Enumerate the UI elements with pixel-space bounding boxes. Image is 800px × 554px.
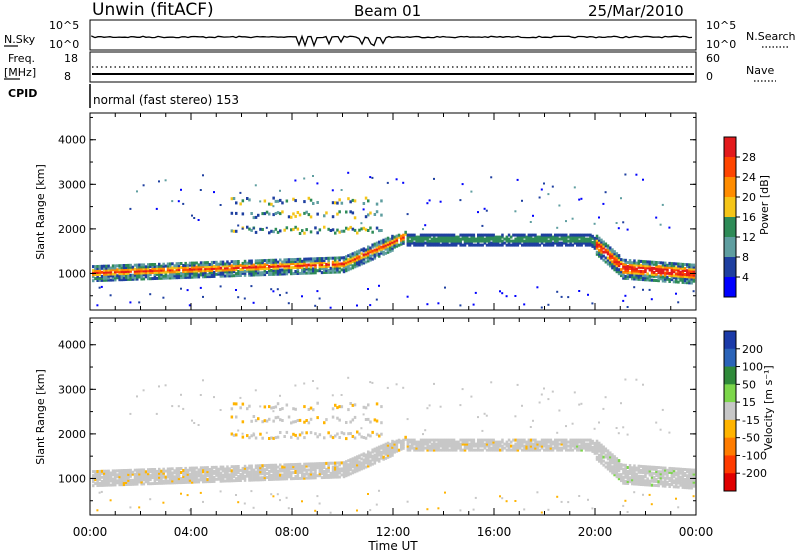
nsky-label: N.Sky bbox=[4, 33, 36, 46]
time-tick-label: 00:00 bbox=[679, 525, 714, 539]
colorbar-tick-label: 100 bbox=[742, 361, 763, 374]
colorbar-segment bbox=[724, 197, 736, 218]
power-ytick-label: 1000 bbox=[58, 267, 86, 280]
beam-title: Beam 01 bbox=[354, 2, 421, 20]
colorbar-frame bbox=[723, 330, 737, 492]
velocity-heatmap bbox=[92, 376, 696, 514]
colorbar-segment bbox=[724, 177, 736, 198]
power-colorbar-label: Power [dB] bbox=[758, 175, 771, 235]
colorbar-tick-label: 12 bbox=[742, 231, 756, 244]
colorbar-segment bbox=[724, 137, 736, 158]
colorbar-tick-label: 28 bbox=[742, 151, 756, 164]
velocity-y-axis: 1000 2000 3000 4000 bbox=[58, 321, 696, 502]
colorbar-segment bbox=[724, 331, 736, 350]
time-tick-label: 00:00 bbox=[73, 525, 108, 539]
colorbar-tick-label: 15 bbox=[742, 396, 756, 409]
nsearch-tick-top: 10^5 bbox=[706, 19, 736, 32]
power-ytick-label: 2000 bbox=[58, 223, 86, 236]
nsearch-tick-bottom: 10^0 bbox=[706, 38, 736, 51]
power-y-label: Slant Range [km] bbox=[34, 164, 47, 260]
colorbar-tick-label: -100 bbox=[742, 449, 767, 462]
colorbar-tick-label: 8 bbox=[742, 251, 749, 264]
colorbar-segment bbox=[724, 257, 736, 278]
cpid-value: normal (fast stereo) 153 bbox=[93, 93, 239, 107]
nave-label: Nave bbox=[746, 64, 774, 77]
colorbar-tick-label: 50 bbox=[742, 378, 756, 391]
power-y-axis: 1000 2000 3000 4000 bbox=[58, 116, 696, 297]
colorbar-segment bbox=[724, 455, 736, 474]
colorbar-segment bbox=[724, 277, 736, 298]
colorbar-tick-label: 20 bbox=[742, 191, 756, 204]
freq-tick-bottom: 8 bbox=[64, 70, 71, 83]
velocity-ytick-label: 4000 bbox=[58, 339, 86, 352]
colorbar-tick-label: -200 bbox=[742, 467, 767, 480]
power-panel-frame bbox=[89, 112, 697, 311]
colorbar-segment bbox=[724, 157, 736, 178]
power-colorbar: 28 24 20 16 12 8 4 bbox=[723, 136, 756, 298]
velocity-colorbar: 200 100 50 15 -15 -50 -100 -200 bbox=[723, 330, 767, 492]
colorbar-tick-label: 4 bbox=[742, 271, 749, 284]
nsky-trace bbox=[91, 34, 693, 48]
nave-tick-top: 60 bbox=[706, 52, 720, 65]
nsky-tick-bottom: 10^0 bbox=[49, 38, 79, 51]
time-tick-label: 04:00 bbox=[174, 525, 209, 539]
nsearch-label: N.Search bbox=[746, 30, 796, 43]
colorbar-tick-label: -15 bbox=[742, 414, 760, 427]
colorbar-segment bbox=[724, 237, 736, 258]
colorbar-tick-label: 200 bbox=[742, 343, 763, 356]
time-tick-label: 12:00 bbox=[376, 525, 411, 539]
cpid-label: CPID bbox=[8, 87, 37, 100]
nsky-tick-top: 10^5 bbox=[49, 19, 79, 32]
power-ytick-label: 3000 bbox=[58, 178, 86, 191]
freq-panel-frame bbox=[89, 51, 697, 83]
time-axis: 00:00 04:00 08:00 12:00 16:00 20:00 00:00 bbox=[73, 113, 714, 539]
velocity-ytick-label: 3000 bbox=[58, 383, 86, 396]
freq-unit: [MHz] bbox=[4, 66, 36, 79]
colorbar-segment bbox=[724, 473, 736, 492]
colorbar-segment bbox=[724, 437, 736, 456]
velocity-panel-frame bbox=[89, 317, 697, 516]
colorbar-segment bbox=[724, 402, 736, 421]
power-heatmap bbox=[92, 171, 696, 309]
colorbar-tick-label: -50 bbox=[742, 432, 760, 445]
velocity-y-label: Slant Range [km] bbox=[34, 369, 47, 465]
colorbar-segment bbox=[724, 384, 736, 403]
power-ytick-label: 4000 bbox=[58, 134, 86, 147]
velocity-ytick-label: 2000 bbox=[58, 428, 86, 441]
time-tick-label: 20:00 bbox=[578, 525, 613, 539]
colorbar-segment bbox=[724, 348, 736, 368]
colorbar-tick-label: 24 bbox=[742, 171, 756, 184]
time-tick-label: 08:00 bbox=[275, 525, 310, 539]
freq-label: Freq. bbox=[8, 52, 35, 65]
colorbar-segment bbox=[724, 366, 736, 385]
freq-tick-top: 18 bbox=[64, 52, 78, 65]
colorbar-segment bbox=[724, 217, 736, 238]
velocity-ytick-label: 1000 bbox=[58, 472, 86, 485]
velocity-colorbar-label: Velocity [m s⁻¹] bbox=[762, 365, 775, 450]
nsky-panel-frame bbox=[89, 19, 697, 51]
colorbar-segment bbox=[724, 419, 736, 439]
time-tick-label: 16:00 bbox=[477, 525, 512, 539]
colorbar-tick-label: 16 bbox=[742, 211, 756, 224]
time-axis-label: Time UT bbox=[367, 539, 418, 553]
nave-tick-bottom: 0 bbox=[706, 70, 713, 83]
station-title: Unwin (fitACF) bbox=[92, 0, 214, 20]
date-title: 25/Mar/2010 bbox=[588, 2, 684, 20]
